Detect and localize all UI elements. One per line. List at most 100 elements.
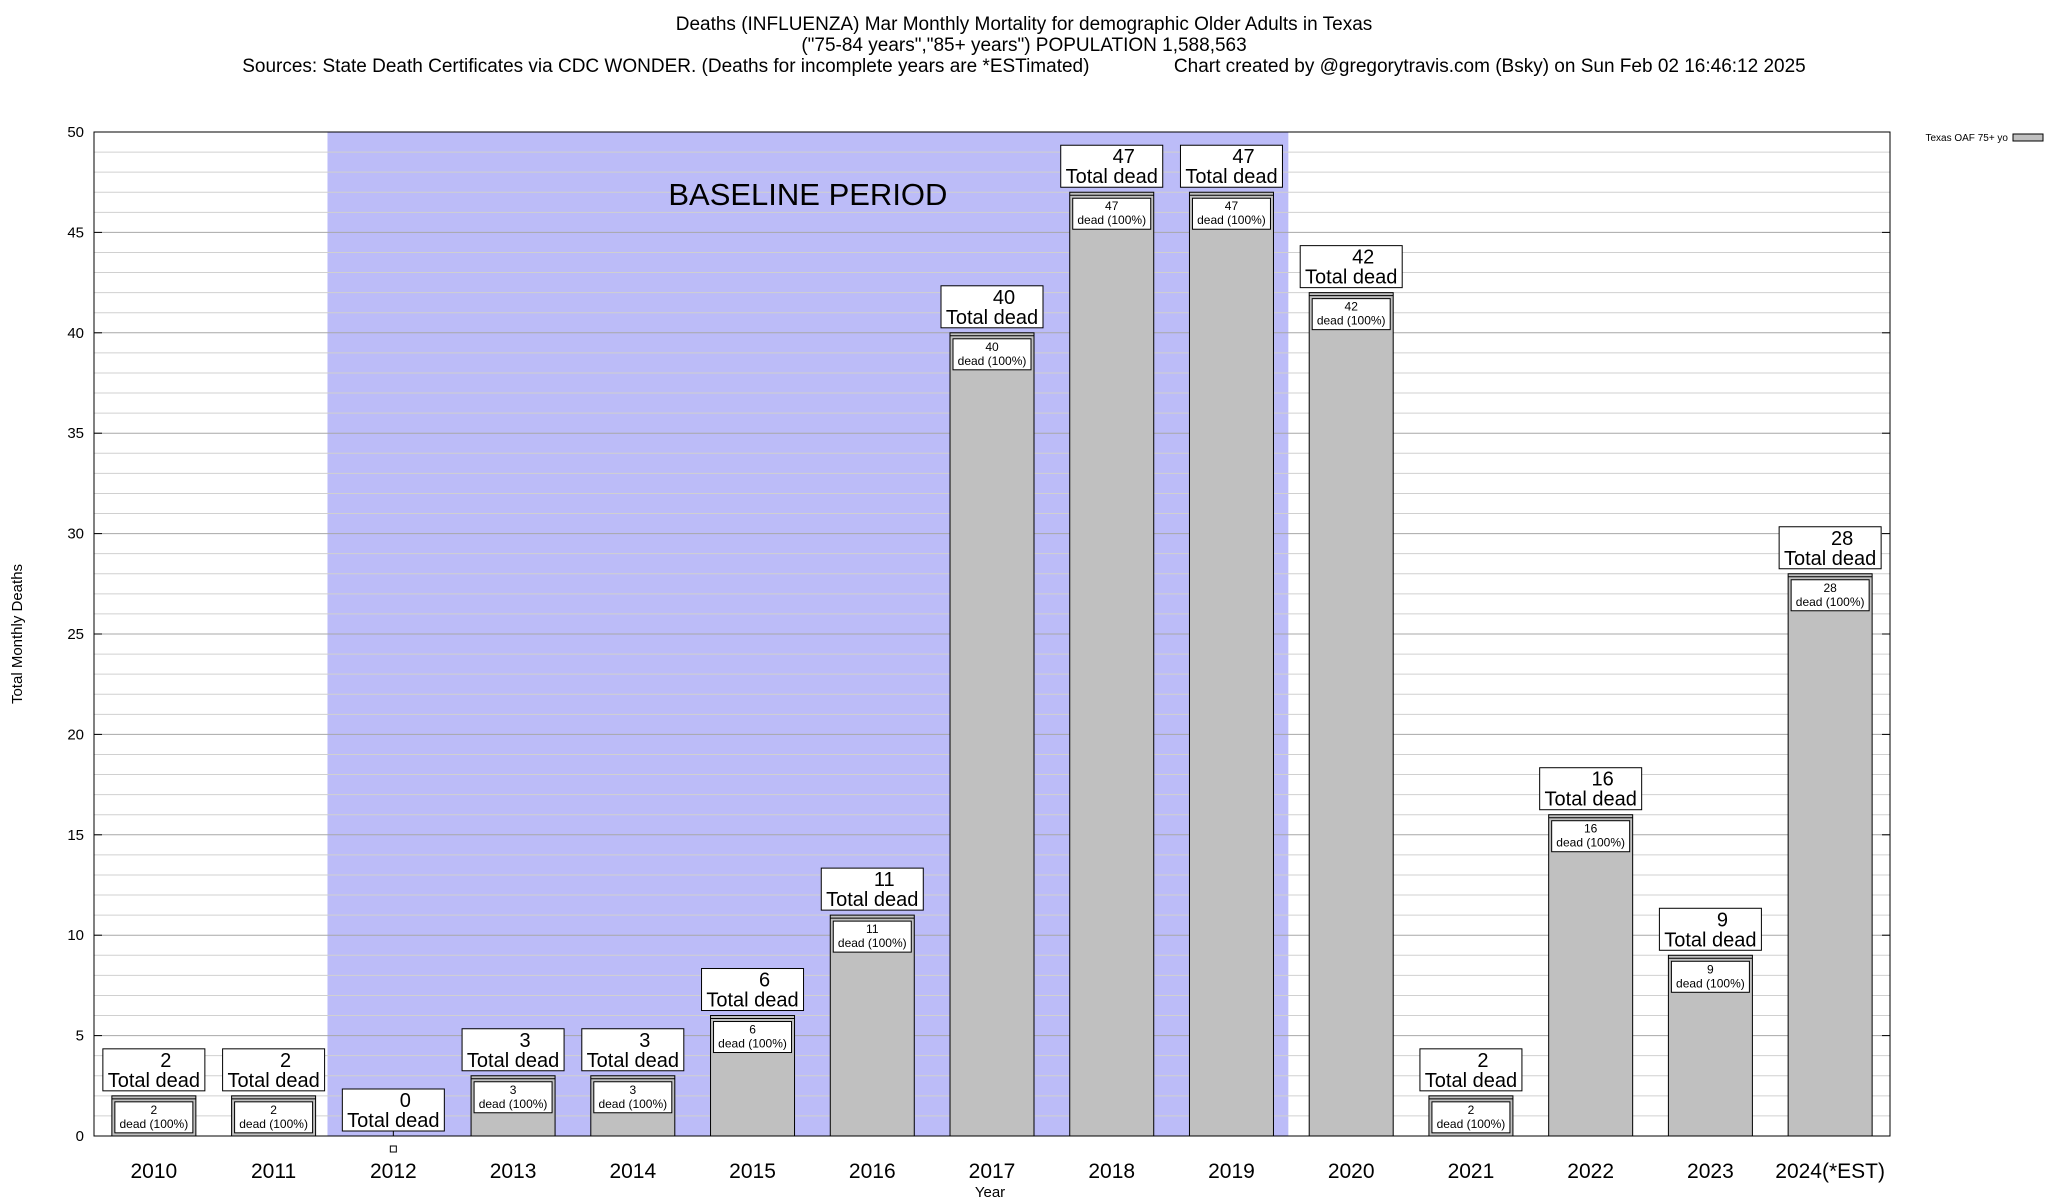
inner-label-text: dead (100%) xyxy=(120,1117,189,1131)
total-label-text: Total dead xyxy=(347,1110,439,1132)
total-label-value: 11 xyxy=(874,869,895,891)
chart-sources-credit: Sources: State Death Certificates via CD… xyxy=(0,56,2048,77)
inner-label-box xyxy=(1072,197,1152,230)
inner-label-text: dead (100%) xyxy=(479,1097,548,1111)
total-label-text: Total dead xyxy=(826,889,918,911)
bar xyxy=(1308,292,1394,1137)
total-label-text: Total dead xyxy=(1545,789,1637,811)
y-tick-label: 35 xyxy=(67,425,84,442)
total-label-value: 47 xyxy=(1113,146,1135,168)
inner-label-box xyxy=(114,1101,194,1134)
inner-label-box xyxy=(473,1081,553,1114)
x-tick-label: 2017 xyxy=(969,1160,1016,1183)
total-label-value: 9 xyxy=(1717,909,1728,931)
bar xyxy=(1548,814,1634,1137)
total-label-text: Total dead xyxy=(1305,267,1397,289)
total-label-box xyxy=(1778,526,1882,570)
chart-sources: Sources: State Death Certificates via CD… xyxy=(242,56,1090,77)
total-label-box xyxy=(581,1028,685,1072)
total-label-box xyxy=(940,285,1044,329)
bar xyxy=(1069,191,1155,1137)
total-label-box xyxy=(701,968,805,1012)
total-label-value: 42 xyxy=(1352,247,1374,269)
y-tick-label: 10 xyxy=(67,927,84,944)
x-tick-label: 2013 xyxy=(490,1160,537,1183)
total-label-text: Total dead xyxy=(706,990,798,1012)
x-tick-label: 2023 xyxy=(1687,1160,1734,1183)
inner-label-box xyxy=(1790,579,1870,612)
chart-credit: Chart created by @gregorytravis.com (Bsk… xyxy=(1173,56,1806,77)
inner-label-value: 11 xyxy=(866,922,879,936)
total-label-text: Total dead xyxy=(1185,166,1277,188)
inner-label-box xyxy=(952,338,1032,371)
inner-label-box xyxy=(1431,1101,1511,1134)
total-label-text: Total dead xyxy=(1784,548,1876,570)
total-label-text: Total dead xyxy=(108,1070,200,1092)
x-tick-label: 2012 xyxy=(370,1160,417,1183)
x-tick-label: 2015 xyxy=(729,1160,776,1183)
x-tick-label: 2020 xyxy=(1328,1160,1375,1183)
inner-label-text: dead (100%) xyxy=(1556,836,1625,850)
baseline-label: BASELINE PERIOD xyxy=(668,177,947,212)
inner-label-text: dead (100%) xyxy=(239,1117,308,1131)
inner-label-text: dead (100%) xyxy=(1197,213,1266,227)
inner-label-value: 42 xyxy=(1345,300,1359,314)
total-label-text: Total dead xyxy=(946,307,1038,329)
total-label-text: Total dead xyxy=(1066,166,1158,188)
x-tick-label: 2010 xyxy=(131,1160,178,1183)
y-tick-label: 5 xyxy=(76,1028,84,1045)
total-label-box xyxy=(1299,245,1403,289)
total-label-value: 47 xyxy=(1232,146,1254,168)
y-tick-label: 50 xyxy=(67,124,84,141)
inner-label-text: dead (100%) xyxy=(838,936,907,950)
inner-label-value: 28 xyxy=(1823,581,1837,595)
inner-label-value: 3 xyxy=(629,1083,636,1097)
inner-label-box xyxy=(1551,820,1631,853)
inner-label-box xyxy=(1191,197,1271,230)
inner-label-value: 9 xyxy=(1707,962,1714,976)
total-label-box xyxy=(1539,767,1643,811)
x-tick-label: 2019 xyxy=(1208,1160,1255,1183)
total-label-text: Total dead xyxy=(467,1050,559,1072)
y-axis-label: Total Monthly Deaths xyxy=(9,564,26,704)
inner-label-text: dead (100%) xyxy=(1317,314,1386,328)
inner-label-text: dead (100%) xyxy=(958,354,1027,368)
y-tick-label: 45 xyxy=(67,224,84,241)
total-label-text: Total dead xyxy=(587,1050,679,1072)
inner-label-value: 47 xyxy=(1225,199,1239,213)
x-tick-label: 2022 xyxy=(1567,1160,1614,1183)
x-tick-label: 2018 xyxy=(1088,1160,1135,1183)
bar xyxy=(1787,573,1873,1137)
chart-subtitle: ("75-84 years","85+ years") POPULATION 1… xyxy=(801,35,1247,56)
total-label-value: 16 xyxy=(1592,769,1614,791)
x-axis-label: Year xyxy=(975,1184,1005,1200)
x-tick-label: 2024(*EST) xyxy=(1775,1160,1885,1183)
inner-label-value: 3 xyxy=(510,1083,517,1097)
y-tick-label: 30 xyxy=(67,526,84,543)
inner-label-text: dead (100%) xyxy=(1077,213,1146,227)
y-tick-label: 0 xyxy=(76,1128,84,1145)
inner-label-box xyxy=(1670,960,1750,993)
inner-label-value: 2 xyxy=(270,1103,277,1117)
x-tick-label: 2016 xyxy=(849,1160,896,1183)
bar xyxy=(949,332,1035,1137)
inner-label-text: dead (100%) xyxy=(718,1037,787,1051)
total-label-box xyxy=(1658,907,1762,951)
inner-label-value: 47 xyxy=(1105,199,1119,213)
x-tick-label: 2021 xyxy=(1448,1160,1495,1183)
legend-label: Texas OAF 75+ yo xyxy=(1925,133,2008,144)
inner-label-value: 40 xyxy=(985,340,999,354)
total-label-value: 0 xyxy=(400,1090,411,1112)
total-label-text: Total dead xyxy=(227,1070,319,1092)
total-label-text: Total dead xyxy=(1664,929,1756,951)
inner-label-text: dead (100%) xyxy=(1796,595,1865,609)
zero-marker xyxy=(389,1145,397,1153)
y-tick-label: 25 xyxy=(67,626,84,643)
total-label-value: 2 xyxy=(280,1050,291,1072)
x-tick-label: 2014 xyxy=(609,1160,656,1183)
total-label-value: 28 xyxy=(1831,528,1853,550)
total-label-value: 2 xyxy=(160,1050,171,1072)
total-label-value: 3 xyxy=(639,1030,650,1052)
total-label-box xyxy=(1419,1048,1523,1092)
x-tick-label: 2011 xyxy=(251,1160,296,1183)
